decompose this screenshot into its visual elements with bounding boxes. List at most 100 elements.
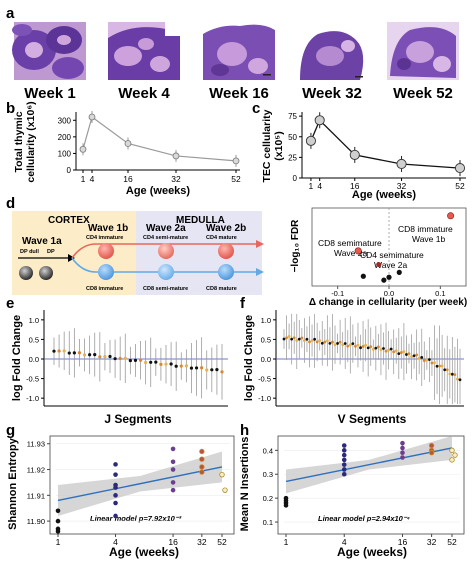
panel-label-a: a xyxy=(6,5,15,22)
chart-e-y-axis-title: log Fold Change xyxy=(11,315,23,401)
chart-e-point xyxy=(174,364,178,368)
week-label-4: Week 4 xyxy=(118,85,170,102)
chart-f-point xyxy=(410,355,413,359)
chart-c-y-tick-label: 75 xyxy=(288,112,297,121)
chart-g-point xyxy=(113,462,118,467)
chart-g-y-tick-label: 11.90 xyxy=(27,517,45,526)
chart-f-point xyxy=(308,340,311,344)
chart-h-trend-line xyxy=(285,447,453,483)
chart-f-y-tick-label: 1.0 xyxy=(261,316,271,325)
chart-g-x-tick-label: 16 xyxy=(168,537,178,547)
cd4-semi-cell xyxy=(158,243,174,259)
chart-f-point xyxy=(435,364,439,368)
chart-e-point xyxy=(149,360,153,364)
cd8-semi-cell xyxy=(158,264,174,280)
chart-b-y-tick-label: 0 xyxy=(67,166,72,175)
chart-f-point xyxy=(445,368,449,372)
chart-h: Mean N Insertions Age (weeks) Linear mod… xyxy=(239,435,465,559)
chart-g-y-axis-title: Shannon Entropy xyxy=(7,437,19,530)
chart-e-point xyxy=(57,349,61,353)
volcano-label-cd8-immature: CD8 immature xyxy=(398,224,453,234)
chart-c-point xyxy=(349,149,360,160)
chart-b-point xyxy=(172,152,180,160)
chart-g-point xyxy=(170,446,176,452)
volcano-label-wave-2a-a: Wave 2a xyxy=(334,248,368,258)
chart-f-point xyxy=(412,354,416,358)
chart-e-y-tick-label: 0.0 xyxy=(29,355,39,364)
cd4-mature-cell xyxy=(218,243,234,259)
chart-h-x-axis-title: Age (weeks) xyxy=(337,545,407,559)
chart-e-point xyxy=(215,368,219,372)
chart-e-point xyxy=(77,351,82,355)
chart-e-point xyxy=(200,366,204,370)
chart-g-point xyxy=(113,472,118,477)
chart-f-point xyxy=(458,378,462,382)
chart-f-point xyxy=(303,339,306,342)
chart-e-y-tick-label: -1.0 xyxy=(26,394,39,403)
chart-b-point xyxy=(79,145,87,153)
chart-h-y-axis-title: Mean N Insertions xyxy=(239,437,251,532)
chart-f-y-axis-title: log Fold Change xyxy=(243,315,255,401)
chart-f-point xyxy=(422,359,426,363)
chart-d-point xyxy=(381,277,387,283)
chart-f-point xyxy=(297,337,301,341)
panel-label-g: g xyxy=(6,422,15,439)
chart-g-point xyxy=(222,487,228,493)
chart-f-point xyxy=(313,337,317,341)
cd8-lineage-arrowhead xyxy=(256,268,264,276)
chart-h-x-tick-label: 52 xyxy=(447,537,457,547)
chart-f-point xyxy=(382,347,385,350)
chart-h-point xyxy=(400,440,405,446)
chart-e-y-tick-label: 0.5 xyxy=(29,335,39,344)
chart-e-y-tick-label: 1.0 xyxy=(29,316,39,325)
chart-e-point xyxy=(164,362,168,366)
chart-e-point xyxy=(184,364,188,368)
chart-d-x-tick-label: 0.1 xyxy=(435,289,445,298)
chart-f-point xyxy=(389,347,393,351)
chart-h-point xyxy=(341,443,347,448)
chart-c-y-tick-label: 0 xyxy=(293,174,298,183)
chart-b-point xyxy=(124,140,132,147)
chart-f-point xyxy=(341,343,345,347)
chart-g-point xyxy=(170,487,176,493)
chart-f-point xyxy=(282,337,286,341)
chart-g-point xyxy=(113,482,118,488)
chart-g-y-tick-label: 11.93 xyxy=(27,440,45,449)
chart-f-point xyxy=(430,361,434,365)
chart-f-point xyxy=(305,337,309,341)
chart-h-x-tick-label: 32 xyxy=(427,537,437,547)
chart-e-point xyxy=(52,349,56,353)
chart-f-point xyxy=(287,335,291,338)
chart-e-point xyxy=(128,358,132,363)
chart-f-point xyxy=(433,361,436,365)
chart-g-point xyxy=(219,471,225,478)
chart-b-y-tick-label: 200 xyxy=(58,133,72,142)
chart-f-point xyxy=(359,346,362,350)
chart-f: log Fold Change V Segments -1.0 -0.5 0.0 0.… xyxy=(243,310,464,426)
chart-f-point xyxy=(295,339,299,342)
chart-f-point xyxy=(384,349,388,353)
chart-c-point xyxy=(454,163,466,174)
chart-h-annotation: Linear model p=2.94x10⁻⁴ xyxy=(318,514,410,523)
chart-b: Total thymic cellularity (x10⁶) Age (wee… xyxy=(13,101,241,197)
chart-f-point xyxy=(292,336,296,340)
chart-e: log Fold Change J Segments -1.0 -0.5 0.0 0.… xyxy=(11,310,228,426)
chart-f-point xyxy=(364,343,368,347)
chart-h-point xyxy=(400,450,405,456)
chart-b-x-tick-label: 4 xyxy=(90,174,95,184)
chart-f-point xyxy=(456,377,459,381)
thymus-wave-diagram: CORTEX MEDULLA Wave 1a DP dull DP Wave 1… xyxy=(12,211,264,295)
chart-e-point xyxy=(220,370,224,374)
chart-g-trend-line xyxy=(57,466,223,502)
medulla-label: MEDULLA xyxy=(176,215,225,226)
chart-c-y-tick-label: 50 xyxy=(288,133,297,142)
chart-g-x-tick-label: 1 xyxy=(56,537,61,547)
chart-g-frame xyxy=(49,435,235,535)
chart-h-point xyxy=(283,503,289,508)
chart-h-point xyxy=(452,452,458,458)
cortex-region xyxy=(12,211,136,295)
chart-g-point xyxy=(55,518,61,524)
panel-label-e: e xyxy=(6,295,14,312)
chart-g-x-axis-title: Age (weeks) xyxy=(109,545,179,559)
